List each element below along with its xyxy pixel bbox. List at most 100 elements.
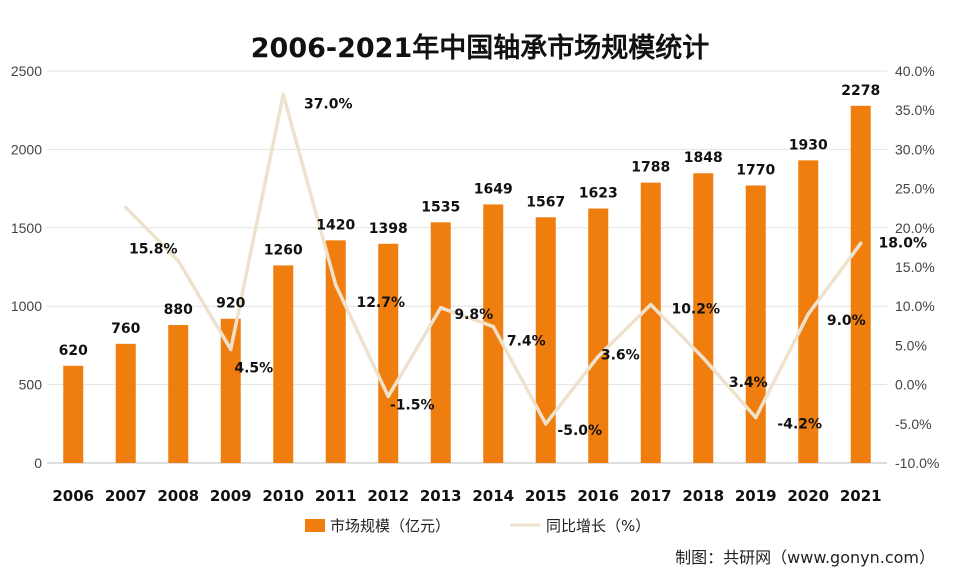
right-tick-label: -5.0% <box>895 416 932 432</box>
growth-value-label: -1.5% <box>390 397 435 413</box>
bar-value-label: 760 <box>111 321 140 337</box>
bar-2013 <box>430 222 451 463</box>
growth-value-label: -4.2% <box>777 417 822 433</box>
right-tick-label: 30.0% <box>895 141 935 157</box>
growth-point <box>228 347 233 352</box>
right-tick-label: 40.0% <box>895 63 935 79</box>
growth-value-label: 3.4% <box>729 375 768 391</box>
x-tick-label: 2018 <box>682 487 724 505</box>
growth-point <box>176 258 181 263</box>
left-tick-label: 1000 <box>11 298 42 314</box>
x-tick-label: 2020 <box>787 487 829 505</box>
chart-title: 2006-2021年中国轴承市场规模统计 <box>251 32 710 64</box>
right-tick-label: 15.0% <box>895 259 935 275</box>
left-tick-label: 500 <box>19 377 43 393</box>
growth-point <box>806 312 811 316</box>
growth-value-label: 3.6% <box>601 347 640 363</box>
growth-point <box>858 241 863 246</box>
bar-value-label: 1567 <box>526 194 565 210</box>
bars <box>63 105 871 464</box>
bar-2019 <box>745 185 766 464</box>
growth-point <box>281 92 286 97</box>
x-tick-label: 2019 <box>735 487 777 505</box>
right-tick-label: 20.0% <box>895 220 935 236</box>
growth-point <box>386 394 391 399</box>
legend-label-line: 同比增长（%） <box>546 517 650 535</box>
bar-value-label: 1398 <box>369 221 408 237</box>
x-axis: 2006 2007 2008 2009 2010 2011 2012 2013 2014 2015… <box>52 487 881 505</box>
x-tick-label: 2007 <box>105 487 147 505</box>
left-axis: 0 500 1000 1500 2000 2500 <box>11 63 42 471</box>
x-tick-label: 2011 <box>315 487 357 505</box>
right-tick-label: 35.0% <box>895 102 935 118</box>
right-axis: -10.0% -5.0% 0.0% 5.0% 10.0% 15.0% 20.0% 25.0% 3… <box>895 63 939 471</box>
legend-swatch-bar <box>305 519 325 532</box>
growth-value-label: 9.0% <box>827 313 866 329</box>
bar-2011 <box>325 240 346 463</box>
growth-value-label: 15.8% <box>129 242 178 258</box>
growth-point <box>438 305 443 310</box>
bar-value-label: 1770 <box>736 162 775 178</box>
growth-value-label: 4.5% <box>234 360 273 376</box>
bar-2007 <box>115 343 136 463</box>
x-tick-label: 2009 <box>210 487 252 505</box>
left-tick-label: 2500 <box>11 63 42 79</box>
bar-value-label: 1930 <box>789 137 828 153</box>
bar-2014 <box>483 204 504 463</box>
bar-2006 <box>63 365 84 463</box>
x-tick-label: 2021 <box>840 487 882 505</box>
x-tick-label: 2014 <box>472 487 514 505</box>
bar-2010 <box>273 265 294 463</box>
legend: 市场规模（亿元） 同比增长（%） <box>305 517 650 535</box>
right-tick-label: 10.0% <box>895 298 935 314</box>
left-tick-label: 1500 <box>11 220 42 236</box>
growth-point <box>543 422 548 426</box>
bar-value-label: 2278 <box>841 83 880 99</box>
growth-value-label: 9.8% <box>454 307 493 323</box>
left-tick-label: 2000 <box>11 141 42 157</box>
right-tick-label: 0.0% <box>895 377 927 393</box>
growth-value-label: 7.4% <box>507 334 546 350</box>
growth-value-label: 37.0% <box>304 97 353 113</box>
x-tick-label: 2017 <box>630 487 672 505</box>
x-tick-label: 2010 <box>262 487 304 505</box>
growth-value-label: 10.2% <box>671 302 720 318</box>
growth-line <box>123 92 863 426</box>
right-tick-label: -10.0% <box>895 455 939 471</box>
bar-2018 <box>693 173 714 464</box>
growth-point <box>701 356 706 360</box>
bar-value-label: 1260 <box>264 242 303 258</box>
bar-2016 <box>588 208 609 463</box>
bar-2021 <box>850 105 871 463</box>
bar-2009 <box>220 318 241 463</box>
growth-point <box>123 205 128 210</box>
bar-value-label: 620 <box>59 343 88 359</box>
growth-value-label: 12.7% <box>356 295 405 311</box>
right-tick-label: 25.0% <box>895 181 935 197</box>
bar-2017 <box>640 182 661 463</box>
bar-value-label: 880 <box>164 302 193 318</box>
legend-label-bar: 市场规模（亿元） <box>330 517 450 535</box>
growth-value-label: -5.0% <box>557 423 602 439</box>
x-tick-label: 2016 <box>577 487 619 505</box>
bar-value-label: 1420 <box>316 217 355 233</box>
bar-value-label: 920 <box>216 296 245 312</box>
growth-point <box>333 283 338 287</box>
x-tick-label: 2015 <box>525 487 567 505</box>
bar-value-label: 1649 <box>474 181 513 197</box>
growth-data-labels: 15.8% 4.5% 37.0% 12.7% -1.5% 9.8% 7.4% -5.0% 3.6… <box>129 97 927 439</box>
x-tick-label: 2013 <box>420 487 462 505</box>
growth-point <box>753 415 758 420</box>
bar-value-label: 1535 <box>421 199 460 215</box>
x-tick-label: 2012 <box>367 487 409 505</box>
source-note: 制图：共研网（www.gonyn.com） <box>675 548 935 567</box>
growth-point <box>491 324 496 329</box>
bar-data-labels: 620 760 880 920 1260 1420 1398 1535 1649 1567 1623… <box>59 83 881 359</box>
growth-point <box>648 302 653 307</box>
growth-value-label: 18.0% <box>878 235 927 251</box>
left-tick-label: 0 <box>34 455 42 471</box>
bar-value-label: 1848 <box>684 150 723 166</box>
growth-point <box>596 354 601 359</box>
x-tick-label: 2008 <box>157 487 199 505</box>
bar-value-label: 1623 <box>579 186 618 202</box>
